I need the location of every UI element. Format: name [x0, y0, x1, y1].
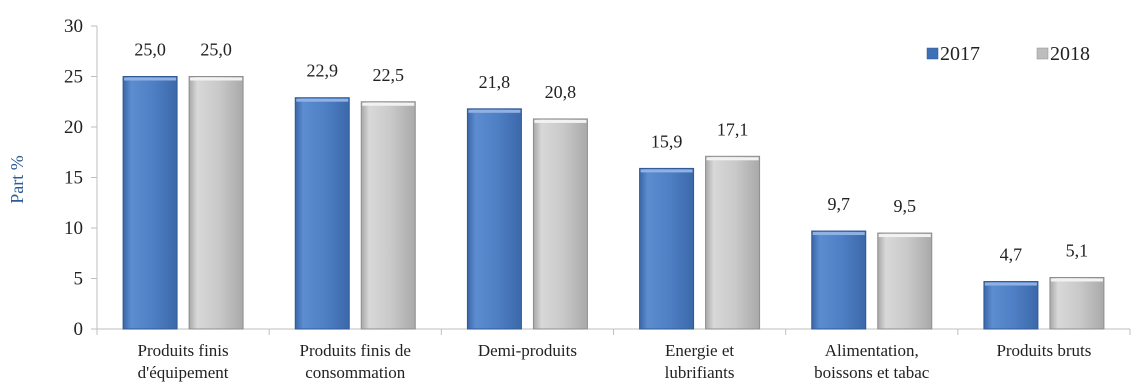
- bars: [122, 76, 1105, 330]
- data-label: 15,9: [651, 131, 683, 151]
- y-tick-label: 20: [64, 117, 83, 138]
- x-tick-label: Produits bruts: [996, 341, 1091, 360]
- y-tick-label: 0: [74, 319, 84, 340]
- legend: 2017 2018: [926, 43, 1090, 65]
- bar-top-highlight: [812, 232, 865, 236]
- data-label: 4,7: [1000, 245, 1023, 265]
- data-label: 21,8: [479, 72, 511, 92]
- bar-2017: [466, 108, 522, 330]
- bar-top-highlight: [124, 77, 177, 81]
- axes: 0 5 10 15 20 25 30 Produits finis d'équipement Pr…: [64, 16, 1131, 382]
- y-tick-label: 25: [64, 67, 83, 88]
- bar-top-highlight: [468, 109, 521, 113]
- legend-label-2018: 2018: [1050, 43, 1090, 65]
- data-label: 17,1: [717, 119, 749, 139]
- y-tick-label: 10: [64, 218, 83, 239]
- y-tick-label: 30: [64, 16, 83, 37]
- x-tick-label: Produits finis d'équipement: [138, 341, 229, 382]
- bar-2018: [360, 101, 416, 330]
- bar-2017: [983, 281, 1039, 330]
- data-label: 25,0: [134, 40, 166, 60]
- bar-2018: [1049, 276, 1105, 330]
- data-label: 22,9: [307, 61, 339, 81]
- bar-2018: [532, 118, 588, 330]
- data-label: 9,5: [894, 196, 917, 216]
- bar-2018: [705, 155, 761, 330]
- bar-top-highlight: [296, 98, 349, 102]
- bar-top-highlight: [878, 234, 931, 238]
- bar-2017: [811, 230, 867, 330]
- y-tick-label: 15: [64, 168, 83, 189]
- bar-2017: [294, 97, 350, 330]
- bar-top-highlight: [984, 282, 1037, 286]
- x-tick-label: Demi-produits: [478, 341, 577, 360]
- bar-2018: [877, 232, 933, 330]
- legend-label-2017: 2017: [940, 43, 980, 65]
- bar-top-highlight: [190, 77, 243, 81]
- legend-swatch-2018: [1036, 47, 1049, 60]
- data-label: 5,1: [1066, 240, 1089, 260]
- bar-top-highlight: [1050, 278, 1103, 282]
- bar-top-highlight: [362, 102, 415, 106]
- legend-swatch-2017: [926, 47, 939, 60]
- x-tick-label: Energie et lubrifiants: [665, 341, 735, 382]
- data-label: 9,7: [828, 194, 851, 214]
- data-label: 25,0: [200, 40, 232, 60]
- data-labels: 25,0 22,9 21,8 15,9 9,7 4,7 25,0 22,5 20,8 17,1 9,…: [134, 40, 1088, 265]
- bar-top-highlight: [534, 119, 587, 123]
- y-tick-label: 5: [74, 269, 84, 290]
- bar-2017: [122, 76, 178, 330]
- bar-top-highlight: [640, 169, 693, 173]
- x-tick-label: Produits finis de consommation: [300, 341, 411, 382]
- x-tick-label: Alimentation, boissons et tabac: [814, 341, 930, 382]
- bar-2018: [188, 76, 244, 330]
- bar-2017: [639, 167, 695, 330]
- data-label: 20,8: [545, 82, 577, 102]
- y-axis-label: Part %: [7, 155, 27, 204]
- data-label: 22,5: [373, 65, 405, 85]
- bar-top-highlight: [706, 157, 759, 161]
